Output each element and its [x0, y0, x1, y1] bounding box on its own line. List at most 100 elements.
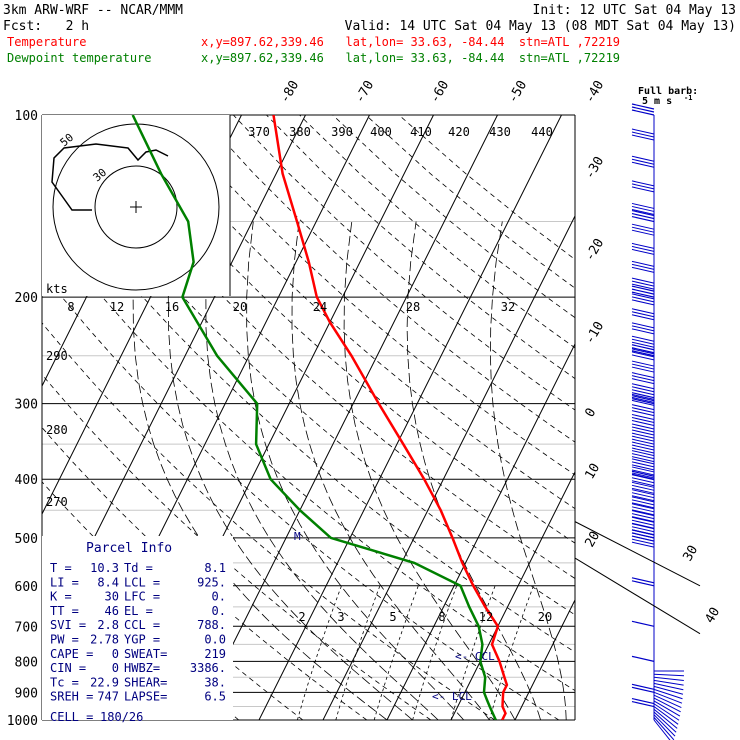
parcel-row-label: LI =: [50, 575, 79, 589]
barb-flag: [631, 348, 655, 355]
barb-flag: [631, 526, 655, 533]
dry-adiabat: [42, 271, 560, 720]
barb-flag: [631, 341, 655, 348]
skew-extension-line: [574, 521, 701, 587]
isotherm: [386, 342, 575, 720]
isotherm: [450, 470, 575, 720]
parcel-row-label: LAPSE=: [124, 690, 167, 704]
wind-barb: [631, 441, 655, 454]
isotherm-label: 10: [582, 461, 603, 482]
barb-flag: [631, 325, 655, 332]
parcel-row-value: 2.78: [90, 633, 119, 647]
barb-flag: [631, 420, 655, 426]
parcel-row-value: 3386.: [190, 661, 226, 675]
grid-clip-group: [42, 115, 575, 720]
wind-barb: [631, 103, 655, 116]
parcel-row-value: 0.: [212, 590, 226, 604]
wind-barb: [631, 372, 655, 385]
parcel-row-label: K =: [50, 590, 72, 604]
barb-flag: [631, 510, 655, 517]
parcel-row-value: 0.0: [204, 633, 226, 647]
barb-flag: [631, 523, 655, 530]
barb-flag: [631, 404, 655, 411]
parcel-row-label: Td =: [124, 561, 153, 575]
parcel-row-label: SWEAT=: [124, 647, 167, 661]
low-level-barb: [653, 676, 684, 681]
moist-adiabat: [291, 221, 490, 720]
low-level-barb: [653, 706, 679, 725]
parcel-row-value: 0: [112, 661, 119, 675]
barb-flag: [631, 226, 655, 233]
barb-flag: [631, 314, 655, 321]
wind-barb: [631, 577, 655, 587]
pressure-label-100: 100: [15, 109, 38, 124]
hodograph-trace: [51, 143, 169, 211]
isotherm: [514, 598, 575, 720]
barb-flag: [631, 366, 655, 373]
barb-legend-line1: Full barb:: [638, 86, 698, 97]
barb-flag: [631, 495, 655, 502]
barb-flag: [631, 363, 655, 370]
low-level-barb: [653, 691, 683, 704]
diagram-grid: [41, 114, 701, 721]
parcel-row-label: HWBZ=: [124, 661, 160, 675]
barb-flag: [631, 506, 655, 513]
isotherm-label: -50: [505, 78, 530, 106]
wind-barb: [631, 293, 655, 306]
pressure-label-800: 800: [15, 655, 38, 670]
barb-flag: [631, 484, 655, 491]
barb-flag: [631, 186, 655, 193]
wind-barb: [631, 510, 655, 523]
init-time: Init: 12 UTC Sat 04 May 13: [533, 3, 737, 18]
wind-barb: [631, 535, 655, 548]
barb-flag: [631, 487, 655, 494]
parcel-row-value: 30: [105, 590, 119, 604]
barb-flag: [631, 283, 655, 290]
barb-flag: [631, 338, 655, 345]
parcel-row-label: SREH =: [50, 690, 93, 704]
barb-flag: [631, 477, 655, 484]
sounding-profiles: <- LCL <- CCL M: [131, 115, 509, 720]
low-level-barb: [653, 717, 675, 740]
low-level-barb: [653, 703, 680, 721]
mixing-ratio-label: 3: [337, 610, 344, 624]
wind-barb: [631, 260, 655, 273]
low-level-barb: [653, 719, 671, 740]
wind-barb: [631, 392, 655, 405]
barb-flag: [631, 461, 655, 468]
dry-adiabat: [133, 115, 575, 510]
wind-barb: [631, 180, 655, 193]
model-title: 3km ARW-WRF -- NCAR/MMM: [3, 3, 183, 18]
wind-barb: [631, 481, 655, 494]
parcel-row-label: T =: [50, 561, 72, 575]
barb-flag: [631, 426, 655, 433]
parcel-row-label: TT =: [50, 604, 79, 618]
barb-flag: [631, 447, 655, 454]
barb-flag: [631, 535, 655, 542]
barb-flag: [631, 360, 655, 367]
barb-flag: [631, 223, 655, 230]
parcel-row-label: LFC =: [124, 590, 160, 604]
dry-adiabat: [166, 115, 575, 476]
dry-adiabat: [42, 322, 496, 720]
parcel-row-value: 219: [204, 647, 226, 661]
barb-flag: [631, 131, 655, 138]
barb-flag: [631, 423, 655, 430]
barb-flag: [631, 208, 655, 215]
barb-flag: [631, 202, 655, 209]
low-level-barb: [653, 688, 683, 700]
parcel-row-value: 788.: [197, 618, 226, 632]
isotherm-label: 0: [582, 406, 599, 420]
barb-flag: [631, 532, 655, 539]
cell-value: 180/26: [100, 710, 143, 724]
theta-label: 410: [410, 125, 432, 139]
parcel-row-value: 0: [112, 647, 119, 661]
moist-adiabat: [205, 221, 439, 720]
barb-flag: [631, 516, 655, 523]
isotherm-label: 40: [702, 605, 723, 626]
theta-label: 380: [289, 125, 311, 139]
barb-flag: [631, 481, 655, 488]
barb-flag: [631, 266, 655, 273]
barb-flag: [631, 372, 655, 379]
wind-barb: [631, 344, 655, 357]
